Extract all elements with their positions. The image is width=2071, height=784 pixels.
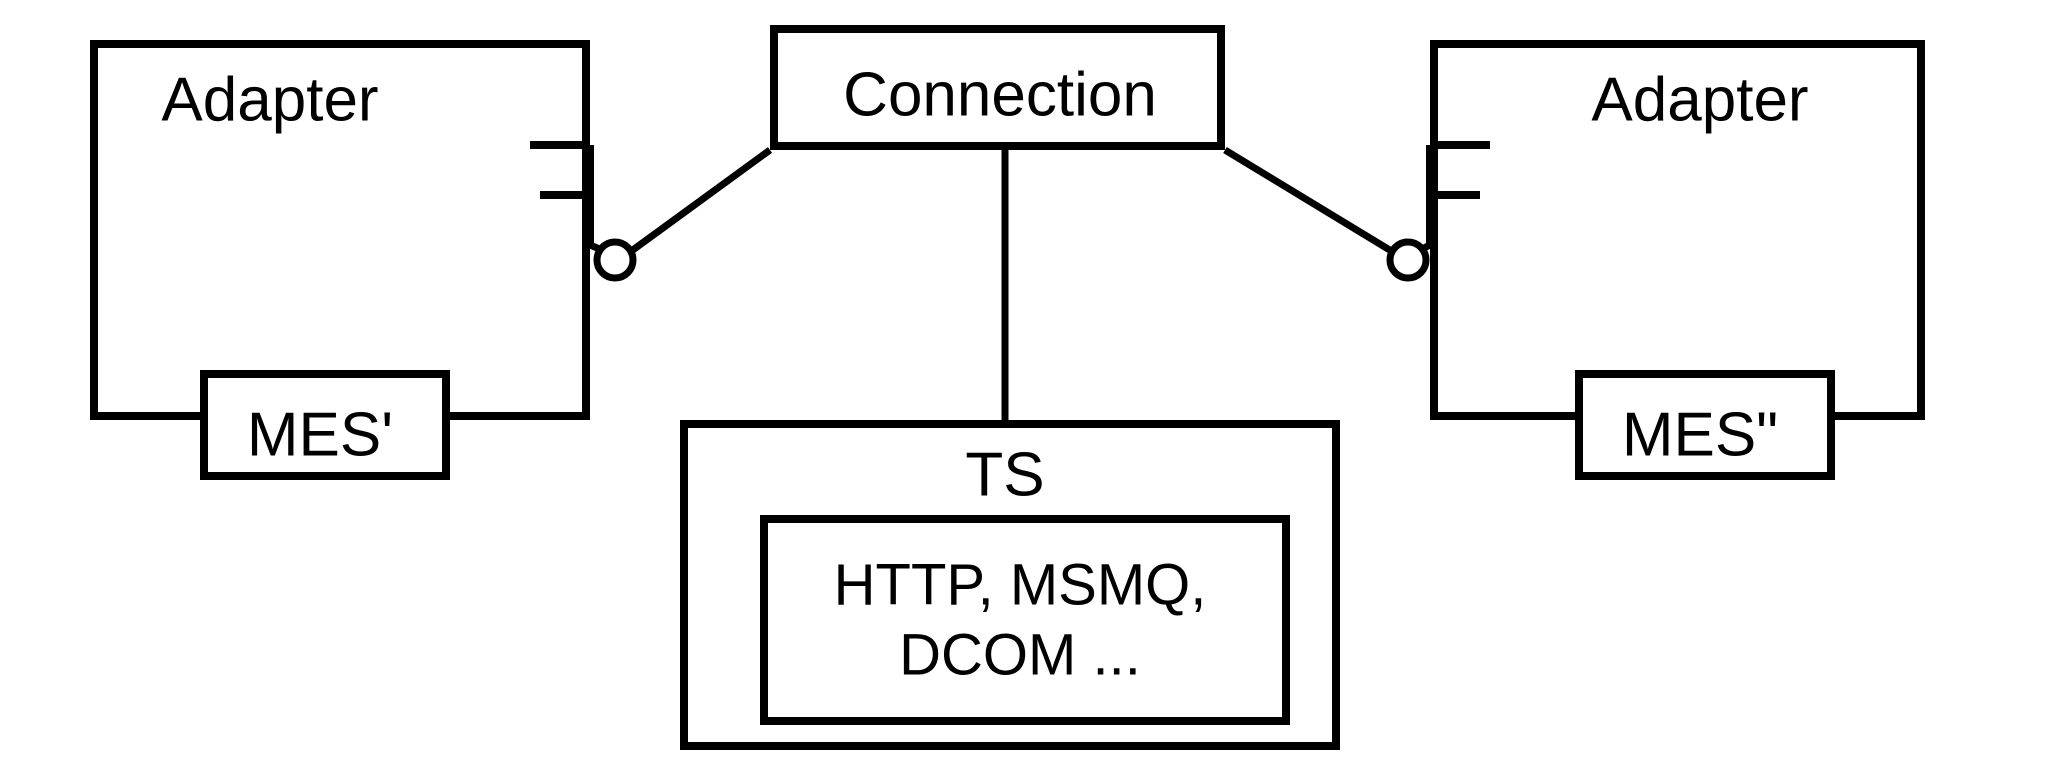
connection-label: Connection [843,60,1157,131]
protocols-label: HTTP, MSMQ, DCOM ... [834,550,1207,689]
mes-left-label: MES' [247,400,393,471]
adapter-left-label: Adapter [161,65,378,136]
ts-label: TS [965,440,1044,511]
adapter-right-label: Adapter [1591,65,1808,136]
mes-right-label: MES" [1622,400,1778,471]
edge-right-connection [1225,150,1393,252]
edge-left-connection [630,150,770,252]
